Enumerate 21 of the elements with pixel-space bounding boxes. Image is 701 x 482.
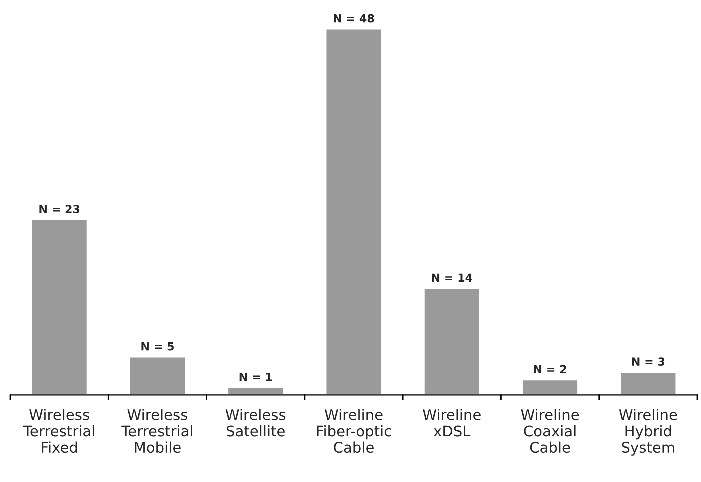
- bar: [129, 356, 186, 396]
- x-tick-label: Wireless Satellite: [226, 409, 286, 437]
- x-tick-label: Wireline Coaxial Cable: [521, 409, 580, 454]
- bar: [30, 219, 88, 396]
- x-tick-label: Wireless Terrestrial Mobile: [122, 409, 192, 454]
- data-label: N = 14: [432, 274, 473, 282]
- data-label: N = 48: [334, 14, 374, 23]
- bar: [227, 386, 285, 396]
- bar: [620, 372, 678, 396]
- data-label: N = 23: [40, 205, 80, 214]
- bar: [325, 28, 383, 396]
- x-tick-label: Wireless Terrestrial Fixed: [23, 409, 94, 454]
- bar: [423, 288, 481, 396]
- data-label: N = 1: [240, 373, 272, 382]
- x-tick-label: Wireline xDSL: [423, 409, 481, 437]
- x-tick-label: Wireline Hybrid System: [619, 409, 678, 456]
- bar: [522, 379, 579, 396]
- data-label: N = 2: [534, 365, 566, 374]
- data-label: N = 5: [142, 342, 174, 351]
- data-label: N = 3: [632, 358, 665, 366]
- x-tick-label: Wireline Fiber-optic Cable: [317, 409, 392, 454]
